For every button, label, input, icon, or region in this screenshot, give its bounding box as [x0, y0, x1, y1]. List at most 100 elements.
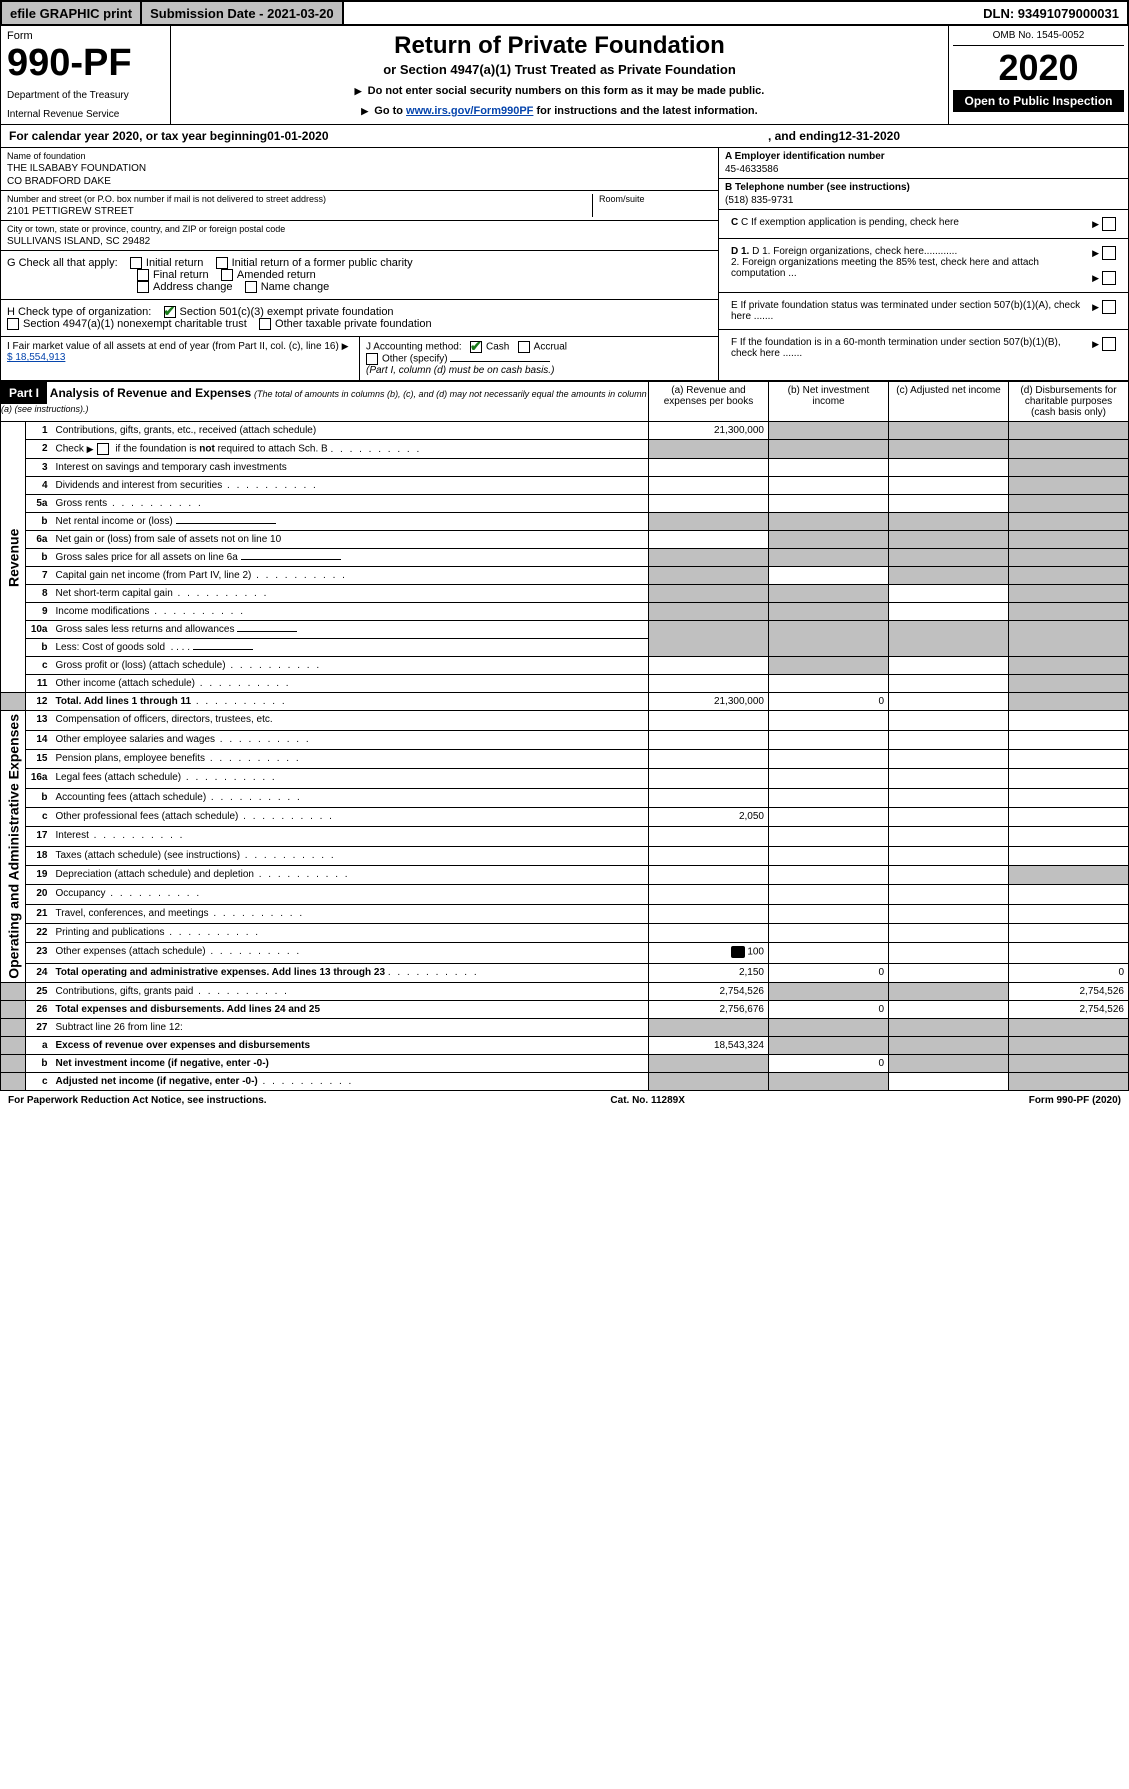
row-3-desc: Interest on savings and temporary cash i… [52, 459, 649, 477]
table-row: 27Subtract line 26 from line 12: [1, 1019, 1129, 1037]
attachment-icon[interactable] [731, 946, 745, 958]
row-23-desc: Other expenses (attach schedule) [52, 943, 649, 963]
d1-label: D 1. D 1. Foreign organizations, check h… [731, 246, 1080, 257]
table-row: 23Other expenses (attach schedule) 100 [1, 943, 1129, 963]
row-19-desc: Depreciation (attach schedule) and deple… [52, 866, 649, 885]
footer-left: For Paperwork Reduction Act Notice, see … [8, 1095, 267, 1106]
row-26-b: 0 [769, 1001, 889, 1019]
table-row: cAdjusted net income (if negative, enter… [1, 1073, 1129, 1091]
h-opt-2: Section 4947(a)(1) nonexempt charitable … [23, 318, 247, 330]
checkbox-cash[interactable] [470, 341, 482, 353]
dln-label: DLN: 93491079000031 [975, 2, 1127, 24]
row-27b-desc: Net investment income (if negative, ente… [52, 1055, 649, 1073]
table-row: 3Interest on savings and temporary cash … [1, 459, 1129, 477]
row-12-a: 21,300,000 [649, 693, 769, 711]
cal-prefix: For calendar year 2020, or tax year begi… [9, 129, 267, 143]
table-row: 21Travel, conferences, and meetings [1, 904, 1129, 923]
revenue-vert-label: Revenue [1, 422, 26, 693]
checkbox-501c3[interactable] [164, 306, 176, 318]
row-10a-desc: Gross sales less returns and allowances [52, 621, 649, 639]
table-row: 18Taxes (attach schedule) (see instructi… [1, 846, 1129, 865]
open-public-badge: Open to Public Inspection [953, 90, 1124, 112]
checkbox-final-return[interactable] [137, 269, 149, 281]
checkbox-initial-return[interactable] [130, 257, 142, 269]
h-opt-1: Section 501(c)(3) exempt private foundat… [180, 306, 394, 318]
e-label: E If private foundation status was termi… [725, 296, 1086, 326]
row-4-desc: Dividends and interest from securities [52, 477, 649, 495]
checkbox-other-taxable[interactable] [259, 318, 271, 330]
checkbox-amended[interactable] [221, 269, 233, 281]
checkbox-initial-former[interactable] [216, 257, 228, 269]
row-27c-desc: Adjusted net income (if negative, enter … [52, 1073, 649, 1091]
arrow-icon [355, 85, 365, 97]
table-row: 2Check if the foundation is not required… [1, 440, 1129, 459]
row-22-desc: Printing and publications [52, 924, 649, 943]
a-label: A Employer identification number [725, 151, 1122, 162]
checkbox-d1[interactable] [1102, 246, 1116, 260]
j-other: Other (specify) [382, 354, 448, 365]
g-label: G Check all that apply: [7, 257, 118, 269]
row-2-desc: Check if the foundation is not required … [52, 440, 649, 459]
table-row: 6aNet gain or (loss) from sale of assets… [1, 531, 1129, 549]
row-6b-desc: Gross sales price for all assets on line… [52, 549, 649, 567]
part1-title: Analysis of Revenue and Expenses [50, 386, 251, 400]
table-row: 16aLegal fees (attach schedule) [1, 769, 1129, 788]
efile-button[interactable]: efile GRAPHIC print [2, 2, 142, 24]
form-subtitle: or Section 4947(a)(1) Trust Treated as P… [177, 62, 942, 77]
footer-mid: Cat. No. 11289X [610, 1095, 684, 1106]
row-1-desc: Contributions, gifts, grants, etc., rece… [52, 422, 649, 440]
row-25-d: 2,754,526 [1009, 983, 1129, 1001]
table-row: 15Pension plans, employee benefits [1, 750, 1129, 769]
checkbox-c[interactable] [1102, 217, 1116, 231]
table-row: 11Other income (attach schedule) [1, 675, 1129, 693]
table-row: 20Occupancy [1, 885, 1129, 904]
tax-year: 2020 [953, 50, 1124, 86]
table-row: cGross profit or (loss) (attach schedule… [1, 657, 1129, 675]
checkbox-address-change[interactable] [137, 281, 149, 293]
submission-date: Submission Date - 2021-03-20 [142, 2, 344, 24]
form-header: Form 990-PF Department of the Treasury I… [0, 26, 1129, 125]
row-26-desc: Total expenses and disbursements. Add li… [52, 1001, 649, 1019]
row-9-desc: Income modifications [52, 603, 649, 621]
note-goto-suffix: for instructions and the latest informat… [536, 105, 757, 117]
row-24-a: 2,150 [649, 963, 769, 982]
section-ij: I Fair market value of all assets at end… [1, 337, 718, 380]
table-row: bGross sales price for all assets on lin… [1, 549, 1129, 567]
row-6a-desc: Net gain or (loss) from sale of assets n… [52, 531, 649, 549]
row-24-b: 0 [769, 963, 889, 982]
checkbox-f[interactable] [1102, 337, 1116, 351]
row-16b-desc: Accounting fees (attach schedule) [52, 788, 649, 807]
row-5a-desc: Gross rents [52, 495, 649, 513]
checkbox-sch-b[interactable] [97, 443, 109, 455]
row-12-desc: Total. Add lines 1 through 11 [52, 693, 649, 711]
checkbox-accrual[interactable] [518, 341, 530, 353]
checkbox-4947[interactable] [7, 318, 19, 330]
fmv-value[interactable]: $ 18,554,913 [7, 352, 65, 363]
checkbox-d2[interactable] [1102, 271, 1116, 285]
h-opt-3: Other taxable private foundation [275, 318, 432, 330]
ein-value: 45-4633586 [725, 164, 1122, 175]
row-24-d: 0 [1009, 963, 1129, 982]
irs-link[interactable]: www.irs.gov/Form990PF [406, 105, 533, 117]
section-g: G Check all that apply: Initial return I… [1, 251, 718, 300]
note-ssn: Do not enter social security numbers on … [368, 85, 765, 97]
form-label: Form [7, 30, 164, 42]
c-label: C C If exemption application is pending,… [725, 213, 1086, 235]
part1-table: Part I Analysis of Revenue and Expenses … [0, 381, 1129, 1091]
entity-info: Name of foundation THE ILSABABY FOUNDATI… [0, 148, 1129, 381]
form-title: Return of Private Foundation [177, 32, 942, 60]
table-row: Revenue 1Contributions, gifts, grants, e… [1, 422, 1129, 440]
cal-begin: 01-01-2020 [267, 129, 328, 143]
checkbox-e[interactable] [1102, 300, 1116, 314]
row-26-a: 2,756,676 [649, 1001, 769, 1019]
b-label: B Telephone number (see instructions) [725, 182, 1122, 193]
row-1-a: 21,300,000 [649, 422, 769, 440]
g-opt-0: Initial return [146, 257, 203, 269]
checkbox-other-method[interactable] [366, 353, 378, 365]
table-row: cOther professional fees (attach schedul… [1, 808, 1129, 827]
other-specify-input[interactable] [450, 361, 550, 362]
checkbox-name-change[interactable] [245, 281, 257, 293]
row-15-desc: Pension plans, employee benefits [52, 750, 649, 769]
page-footer: For Paperwork Reduction Act Notice, see … [0, 1091, 1129, 1110]
top-bar: efile GRAPHIC print Submission Date - 20… [0, 0, 1129, 26]
